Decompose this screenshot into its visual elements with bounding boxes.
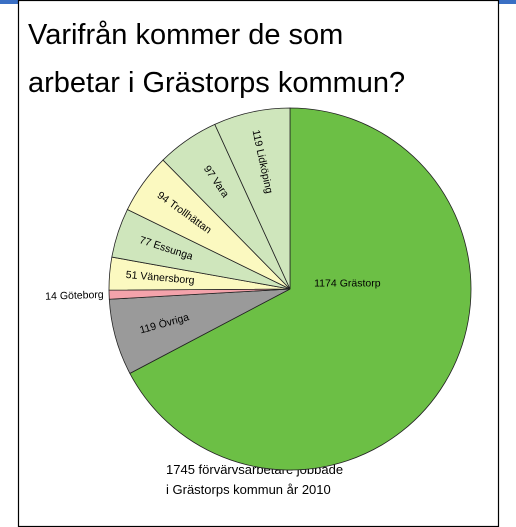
slice-value: 51 bbox=[125, 269, 138, 282]
slice-label: 51 Vänersborg bbox=[125, 269, 195, 287]
chart-title: Varifrån kommer de som bbox=[28, 19, 343, 51]
pie-slice bbox=[129, 107, 472, 471]
chart-title: arbetar i Grästorps kommun? bbox=[28, 67, 405, 99]
slice-name: Göteborg bbox=[60, 289, 104, 302]
slice-name: Vänersborg bbox=[140, 270, 195, 287]
pie-slice bbox=[214, 107, 291, 290]
slice-value: 97 bbox=[201, 163, 218, 180]
slice-value: 1174 bbox=[314, 277, 337, 289]
slice-value: 14 bbox=[45, 290, 57, 302]
slice-name: Grästorp bbox=[340, 277, 381, 289]
note: i Grästorps kommun år 2010 bbox=[166, 482, 331, 497]
slice-value: 119 bbox=[138, 320, 157, 336]
slice-value: 77 bbox=[138, 234, 153, 249]
slice-value: 119 bbox=[250, 129, 265, 148]
slice-label: 14 Göteborg bbox=[45, 289, 104, 303]
slice-label: 1174 Grästorp bbox=[314, 277, 381, 289]
